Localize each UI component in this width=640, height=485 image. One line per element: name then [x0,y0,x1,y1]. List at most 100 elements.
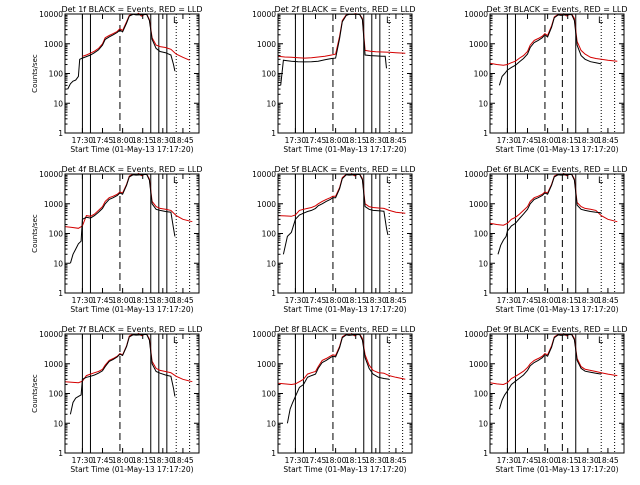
legend-symbol: L [386,16,391,26]
y-tick-label: 1000 [257,360,276,369]
y-tick-label: 10 [266,259,276,268]
panel-title: Det 2f BLACK = Events, RED = LLD [274,5,415,14]
plot-frame [64,173,200,294]
y-tick-label: 1 [271,449,276,458]
series-line-events [498,333,602,410]
plot-frame [489,333,625,454]
y-tick-label: 10 [266,419,276,428]
plot-frame [489,173,625,294]
y-tick-label: 1 [58,449,63,458]
x-tick-label: 18:15 [132,456,154,465]
y-axis-label: Counts/sec [31,54,39,93]
y-tick-label: 1000 [469,40,488,49]
x-tick-label: 18:15 [132,136,154,145]
panel-title: Det 7f BLACK = Events, RED = LLD [61,325,202,334]
y-tick-label: 1 [483,289,488,298]
series-line-events [286,333,390,424]
panel-title: Det 1f BLACK = Events, RED = LLD [61,5,202,14]
y-tick-label: 100 [262,70,277,79]
y-tick-label: 10000 [464,330,488,339]
x-tick-label: 18:00 [325,296,347,305]
y-tick-label: 1 [271,129,276,138]
y-tick-label: 10000 [252,170,276,179]
y-tick-label: 10000 [464,10,488,19]
panel-det-6f: 1 10 100 1000 10000 17:3017:4518:0018:1518:30… [464,165,627,314]
series-line-events [67,13,176,90]
panel-det-1f: 1 10 100 1000 10000 17:3017:4518:0018:1518:30… [31,5,203,154]
panel-det-4f: 1 10 100 1000 10000 17:3017:4518:0018:1518:30… [31,165,203,314]
series-line-events [280,13,387,86]
y-tick-label: 1 [483,129,488,138]
x-tick-label: 17:30 [285,136,307,145]
x-tick-label: 18:00 [325,456,347,465]
y-tick-label: 1000 [469,360,488,369]
x-axis-label: Start Time (01-May-13 17:17:20) [283,305,406,314]
x-tick-label: 18:30 [577,296,599,305]
panel-det-2f: 1 10 100 1000 10000 17:3017:4518:0018:1518:30… [252,5,415,154]
legend-symbol: L [598,176,603,186]
y-tick-label: 1 [58,289,63,298]
x-tick-label: 18:45 [172,296,194,305]
x-tick-label: 18:45 [172,136,194,145]
panel-det-9f: 1 10 100 1000 10000 17:3017:4518:0018:1518:30… [464,325,627,474]
y-tick-label: 10 [478,419,488,428]
panel-det-5f: 1 10 100 1000 10000 17:3017:4518:0018:1518:30… [252,165,415,314]
x-axis-label: Start Time (01-May-13 17:17:20) [283,465,406,474]
x-tick-label: 18:45 [597,136,619,145]
x-tick-label: 17:45 [517,136,539,145]
y-tick-label: 10000 [252,10,276,19]
x-tick-label: 18:30 [365,136,387,145]
x-tick-label: 18:30 [365,456,387,465]
y-tick-label: 10000 [39,170,63,179]
x-tick-label: 18:45 [597,296,619,305]
plot-frame [277,173,413,294]
x-tick-label: 18:45 [597,456,619,465]
x-tick-label: 18:30 [152,296,174,305]
legend-symbol: L [173,336,178,346]
x-tick-label: 18:45 [385,136,407,145]
x-tick-label: 17:45 [305,136,327,145]
x-tick-label: 18:00 [537,456,559,465]
y-tick-label: 100 [49,230,64,239]
x-tick-label: 18:30 [577,136,599,145]
series-line-events [498,13,602,86]
y-tick-label: 1000 [469,200,488,209]
y-tick-label: 10 [53,259,63,268]
panel-det-3f: 1 10 100 1000 10000 17:3017:4518:0018:1518:30… [464,5,627,154]
x-tick-label: 18:00 [537,296,559,305]
x-tick-label: 17:30 [72,296,94,305]
x-tick-label: 17:30 [285,456,307,465]
x-tick-label: 18:00 [537,136,559,145]
panel-title: Det 8f BLACK = Events, RED = LLD [274,325,415,334]
x-tick-label: 17:45 [305,296,327,305]
y-tick-label: 1000 [44,40,63,49]
x-tick-label: 18:15 [557,456,579,465]
x-tick-label: 18:00 [325,136,347,145]
panel-det-7f: 1 10 100 1000 10000 17:3017:4518:0018:1518:30… [31,325,203,474]
y-tick-label: 1000 [44,360,63,369]
x-tick-label: 18:15 [557,136,579,145]
x-axis-label: Start Time (01-May-13 17:17:20) [495,465,618,474]
y-tick-label: 1 [483,449,488,458]
y-tick-label: 10 [266,99,276,108]
legend-symbol: L [598,336,603,346]
y-axis-label: Counts/sec [31,374,39,413]
x-tick-label: 18:15 [557,296,579,305]
x-tick-label: 18:15 [345,136,367,145]
x-axis-label: Start Time (01-May-13 17:17:20) [70,465,193,474]
panel-title: Det 3f BLACK = Events, RED = LLD [486,5,627,14]
x-tick-label: 18:45 [385,296,407,305]
y-tick-label: 1000 [257,40,276,49]
y-tick-label: 100 [474,390,489,399]
series-line-events [69,333,176,415]
y-tick-label: 100 [474,70,489,79]
x-tick-label: 18:15 [132,296,154,305]
x-tick-label: 18:00 [112,456,134,465]
x-tick-label: 17:30 [285,296,307,305]
x-tick-label: 17:30 [497,136,519,145]
x-tick-label: 18:30 [152,456,174,465]
plot-frame [277,333,413,454]
x-axis-label: Start Time (01-May-13 17:17:20) [283,145,406,154]
x-axis-label: Start Time (01-May-13 17:17:20) [495,145,618,154]
